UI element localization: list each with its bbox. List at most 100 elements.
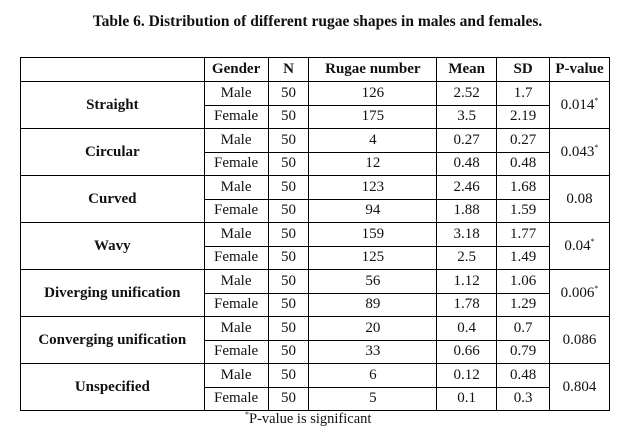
- gender-cell: Male: [203, 222, 269, 247]
- shape-label: Diverging unification: [20, 269, 205, 317]
- shape-label: Unspecified: [20, 363, 205, 411]
- footnote-text: P-value is significant: [249, 411, 372, 427]
- n-cell: 50: [267, 198, 310, 223]
- gender-cell: Male: [203, 269, 269, 294]
- table-row: Female 50 94 1.88 1.59: [21, 198, 610, 223]
- significance-mark: *: [594, 95, 599, 105]
- sd-cell: 1.49: [496, 245, 551, 270]
- header-rugae-number: Rugae number: [308, 57, 438, 82]
- mean-cell: 2.5: [436, 245, 498, 270]
- mean-cell: 1.78: [436, 292, 498, 317]
- rugae-number-cell: 33: [308, 339, 438, 364]
- table-row: Unspecified Male 50 6 0.12 0.48 0.804: [20, 363, 610, 411]
- mean-cell: 0.27: [436, 128, 498, 153]
- rugae-number-cell: 94: [308, 198, 438, 223]
- p-value-text: 0.086: [562, 331, 597, 348]
- gender-cell: Female: [203, 104, 269, 129]
- p-value-cell: 0.043*: [549, 128, 610, 176]
- significance-mark: *: [590, 236, 595, 246]
- p-value-cell: 0.086: [549, 316, 610, 364]
- shape-label: Wavy: [20, 222, 205, 270]
- n-cell: 50: [267, 386, 310, 411]
- sd-cell: 0.27: [496, 128, 551, 153]
- mean-cell: 2.52: [436, 81, 498, 106]
- rugae-number-cell: 125: [308, 245, 438, 270]
- shape-label: Converging unification: [20, 316, 205, 364]
- p-value-cell: 0.804: [549, 363, 610, 411]
- mean-cell: 0.48: [436, 151, 498, 176]
- table-row: Curved Male 50 123 2.46 1.68 0.08: [20, 175, 610, 223]
- rugae-number-cell: 5: [308, 386, 438, 411]
- mean-cell: 3.5: [436, 104, 498, 129]
- rugae-number-cell: 89: [308, 292, 438, 317]
- rugae-number-cell: 6: [308, 363, 438, 388]
- table-row: Female 50 125 2.5 1.49: [21, 245, 610, 270]
- rugae-number-cell: 4: [308, 128, 438, 153]
- sd-cell: 0.7: [496, 316, 551, 341]
- p-value-text: 0.804: [562, 378, 597, 395]
- p-value-text: 0.006: [560, 284, 595, 301]
- sd-cell: 0.48: [496, 363, 551, 388]
- p-value-text: 0.04: [564, 237, 591, 254]
- rugae-number-cell: 12: [308, 151, 438, 176]
- gender-cell: Male: [203, 316, 269, 341]
- shape-label: Straight: [20, 81, 205, 129]
- shape-label: Curved: [20, 175, 205, 223]
- n-cell: 50: [267, 81, 310, 106]
- n-cell: 50: [267, 151, 310, 176]
- table-row: Female 50 33 0.66 0.79: [21, 339, 610, 364]
- mean-cell: 0.12: [436, 363, 498, 388]
- gender-cell: Female: [203, 198, 269, 223]
- table-row: Circular Male 50 4 0.27 0.27 0.043*: [20, 128, 610, 176]
- rugae-number-cell: 126: [308, 81, 438, 106]
- mean-cell: 3.18: [436, 222, 498, 247]
- p-value-cell: 0.08: [549, 175, 610, 223]
- header-sd: SD: [496, 57, 551, 82]
- sd-cell: 1.7: [496, 81, 551, 106]
- p-value-cell: 0.04*: [549, 222, 610, 270]
- gender-cell: Male: [203, 175, 269, 200]
- n-cell: 50: [267, 339, 310, 364]
- sd-cell: 0.48: [496, 151, 551, 176]
- n-cell: 50: [267, 363, 310, 388]
- gender-cell: Female: [203, 151, 269, 176]
- gender-cell: Male: [203, 81, 269, 106]
- table-row: Female 50 89 1.78 1.29: [21, 292, 610, 317]
- n-cell: 50: [267, 245, 310, 270]
- significance-mark: *: [594, 283, 599, 293]
- p-value-text: 0.08: [566, 190, 593, 207]
- table-title: Table 6. Distribution of different rugae…: [92, 13, 543, 30]
- rugae-number-cell: 175: [308, 104, 438, 129]
- p-value-text: 0.043: [560, 143, 595, 160]
- mean-cell: 1.88: [436, 198, 498, 223]
- n-cell: 50: [267, 316, 310, 341]
- mean-cell: 0.66: [436, 339, 498, 364]
- table-body: Straight Male 50 126 2.52 1.7 0.014* Female 50 17…: [20, 81, 610, 411]
- header-n: N: [267, 57, 310, 82]
- gender-cell: Female: [203, 292, 269, 317]
- mean-cell: 0.1: [436, 386, 498, 411]
- table-row: Wavy Male 50 159 3.18 1.77 0.04*: [20, 222, 610, 270]
- rugae-number-cell: 123: [308, 175, 438, 200]
- n-cell: 50: [267, 128, 310, 153]
- gender-cell: Female: [203, 386, 269, 411]
- sd-cell: 2.19: [496, 104, 551, 129]
- rugae-distribution-table: Gender N Rugae number Mean SD P-value St…: [20, 57, 610, 411]
- sd-cell: 1.77: [496, 222, 551, 247]
- table-row: Female 50 12 0.48 0.48: [21, 151, 610, 176]
- table-row: Diverging unification Male 50 56 1.12 1.06 0.0…: [20, 269, 610, 317]
- rugae-number-cell: 159: [308, 222, 438, 247]
- rugae-number-cell: 20: [308, 316, 438, 341]
- header-gender: Gender: [203, 57, 269, 82]
- sd-cell: 1.68: [496, 175, 551, 200]
- sd-cell: 1.06: [496, 269, 551, 294]
- table-row: Female 50 175 3.5 2.19: [21, 104, 610, 129]
- header-row: Gender N Rugae number Mean SD P-value: [20, 57, 610, 82]
- p-value-text: 0.014: [560, 96, 595, 113]
- sd-cell: 0.3: [496, 386, 551, 411]
- n-cell: 50: [267, 292, 310, 317]
- n-cell: 50: [267, 104, 310, 129]
- n-cell: 50: [267, 175, 310, 200]
- table-row: Converging unification Male 50 20 0.4 0.7 0.08…: [20, 316, 610, 364]
- n-cell: 50: [267, 269, 310, 294]
